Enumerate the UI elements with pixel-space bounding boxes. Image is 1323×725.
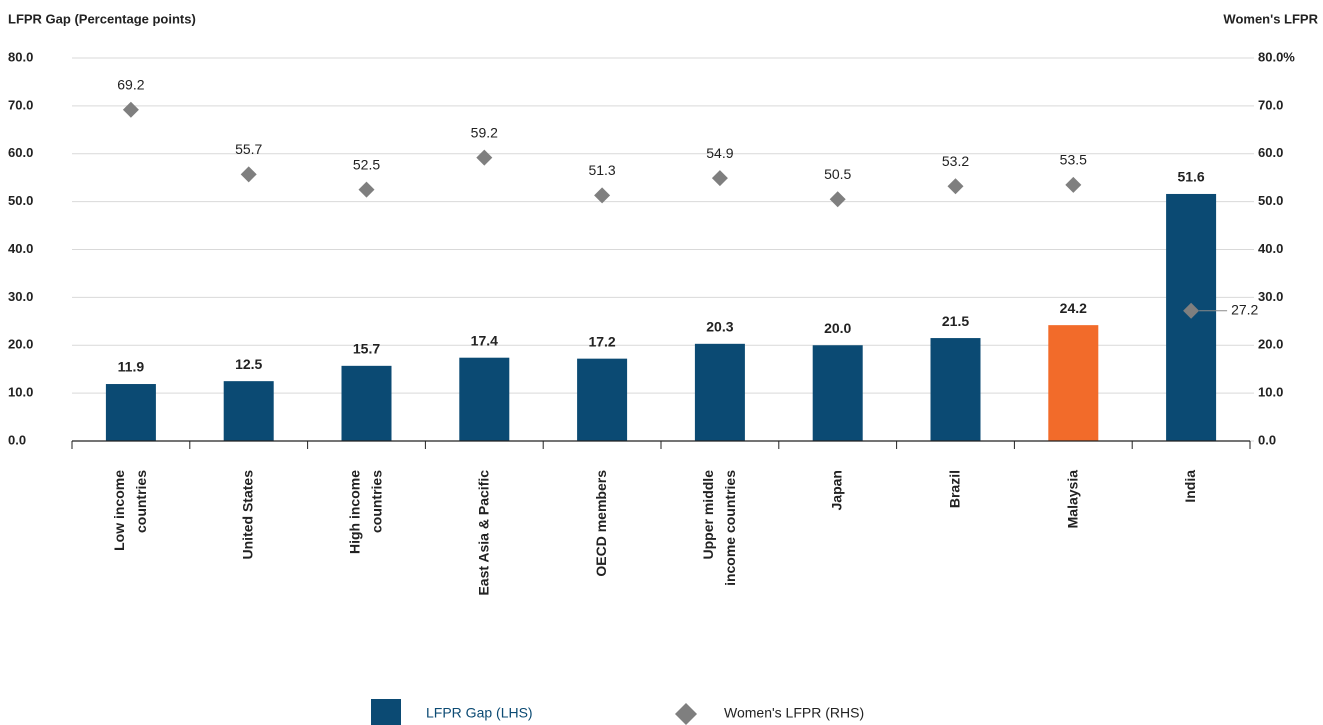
bar — [105, 384, 156, 441]
y2-tick-label: 60.0 — [1258, 145, 1283, 160]
y2-tick-label: 30.0 — [1258, 289, 1283, 304]
bar-value-label: 20.0 — [824, 320, 851, 336]
y2-tick-label: 50.0 — [1258, 193, 1283, 208]
point-value-label: 59.2 — [471, 124, 498, 140]
point-value-label: 52.5 — [353, 156, 380, 172]
x-tick-label: Low income countries — [111, 470, 149, 551]
legend-label: LFPR Gap (LHS) — [426, 705, 533, 721]
bar-value-label: 12.5 — [235, 356, 262, 372]
diamond-marker — [594, 187, 611, 204]
y-tick-label: 40.0 — [8, 241, 33, 256]
point-value-label: 51.3 — [588, 162, 615, 178]
diamond-marker — [947, 178, 964, 195]
y-tick-label: 10.0 — [8, 385, 33, 400]
point-value-label: 55.7 — [235, 141, 262, 157]
bar — [577, 358, 628, 441]
y2-tick-label: 0.0 — [1258, 432, 1276, 447]
bar-value-label: 21.5 — [942, 313, 969, 329]
y-tick-label: 20.0 — [8, 337, 33, 352]
x-tick-label: Brazil — [946, 470, 962, 508]
bar-value-label: 24.2 — [1060, 300, 1087, 316]
bar — [459, 357, 510, 441]
point-value-label: 53.5 — [1060, 152, 1087, 168]
bar-value-label: 17.2 — [588, 333, 615, 349]
legend-label: Women's LFPR (RHS) — [724, 705, 864, 721]
point-value-label: 50.5 — [824, 166, 851, 182]
x-tick-label: Japan — [828, 470, 844, 510]
bar-value-label: 11.9 — [118, 359, 145, 375]
x-tick-label: Upper middle income countries — [700, 470, 738, 586]
y-tick-label: 30.0 — [8, 289, 33, 304]
bar — [341, 365, 392, 441]
bar — [223, 381, 274, 441]
point-value-label: 69.2 — [117, 76, 144, 92]
point-value-label: 53.2 — [942, 153, 969, 169]
diamond-marker — [1183, 302, 1200, 319]
y-tick-label: 80.0 — [8, 49, 33, 64]
y2-tick-label: 70.0 — [1258, 97, 1283, 112]
y-tick-label: 60.0 — [8, 145, 33, 160]
diamond-marker — [711, 170, 728, 187]
y-tick-label: 70.0 — [8, 97, 33, 112]
x-tick-label: Malaysia — [1064, 470, 1080, 529]
diamond-marker — [358, 181, 375, 198]
bar-value-label: 15.7 — [353, 341, 380, 357]
y2-tick-label: 40.0 — [1258, 241, 1283, 256]
y2-tick-label: 80.0% — [1258, 49, 1295, 64]
diamond-marker — [122, 101, 139, 118]
point-value-label: 54.9 — [706, 145, 733, 161]
diamond-marker — [240, 166, 257, 183]
x-tick-label: United States — [239, 470, 255, 560]
x-tick-label: OECD members — [593, 470, 609, 577]
y2-axis-title: Women's LFPR — [1223, 11, 1318, 26]
legend-swatch — [371, 699, 401, 725]
diamond-marker — [829, 191, 846, 208]
y-tick-label: 50.0 — [8, 193, 33, 208]
bar-value-label: 20.3 — [706, 319, 733, 335]
bar — [930, 338, 981, 441]
x-tick-label: High income countries — [346, 470, 384, 554]
y-tick-label: 0.0 — [8, 432, 26, 447]
bar — [694, 343, 745, 441]
bar — [812, 345, 863, 441]
x-tick-label: East Asia & Pacific — [475, 470, 491, 596]
y2-tick-label: 20.0 — [1258, 337, 1283, 352]
bar — [1048, 325, 1099, 441]
diamond-marker — [1065, 176, 1082, 193]
bar-value-label: 17.4 — [471, 332, 498, 348]
y2-tick-label: 10.0 — [1258, 385, 1283, 400]
point-value-label: 27.2 — [1231, 301, 1258, 317]
legend-diamond — [675, 703, 697, 725]
bar-value-label: 51.6 — [1177, 169, 1204, 185]
x-tick-label: India — [1182, 470, 1198, 503]
diamond-marker — [476, 149, 493, 166]
y-axis-title: LFPR Gap (Percentage points) — [8, 11, 196, 26]
